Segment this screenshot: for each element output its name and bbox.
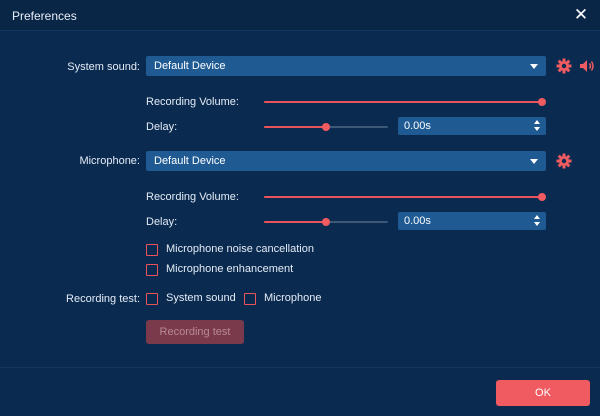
mic-recording-volume-label: Recording Volume: [146, 191, 239, 203]
slider-fill [264, 221, 326, 223]
spin-down-icon[interactable] [534, 222, 540, 226]
slider-thumb[interactable] [322, 123, 330, 131]
noise-cancellation-checkbox[interactable] [146, 243, 158, 256]
test-microphone-label: Microphone [264, 292, 322, 304]
slider-fill [264, 101, 542, 103]
noise-cancellation-label: Microphone noise cancellation [166, 243, 314, 255]
gear-icon[interactable] [556, 58, 572, 74]
close-icon[interactable]: ✕ [573, 5, 589, 24]
footer-divider [0, 367, 600, 368]
system-sound-label: System sound: [67, 61, 140, 73]
system-delay-label: Delay: [146, 121, 178, 133]
chevron-down-icon [530, 64, 538, 69]
system-delay-slider[interactable] [264, 122, 388, 132]
system-delay-spinbox[interactable]: 0.00s [398, 117, 546, 135]
slider-thumb[interactable] [538, 98, 546, 106]
system-sound-device-value: Default Device [154, 60, 226, 72]
system-delay-value: 0.00s [404, 120, 431, 132]
ok-button[interactable]: OK [496, 380, 590, 406]
speaker-icon[interactable] [579, 58, 595, 74]
recording-test-button[interactable]: Recording test [146, 320, 244, 344]
mic-delay-label: Delay: [146, 216, 178, 228]
spin-up-icon[interactable] [534, 215, 540, 219]
mic-recording-volume-slider[interactable] [264, 192, 546, 202]
test-microphone-checkbox[interactable] [244, 292, 256, 305]
microphone-label: Microphone: [79, 155, 140, 167]
mic-delay-value: 0.00s [404, 215, 431, 227]
enhancement-checkbox[interactable] [146, 263, 158, 276]
test-system-sound-option[interactable]: System sound [146, 292, 236, 306]
microphone-device-value: Default Device [154, 155, 226, 167]
slider-thumb[interactable] [538, 193, 546, 201]
slider-fill [264, 196, 542, 198]
gear-icon[interactable] [556, 153, 572, 169]
spin-down-icon[interactable] [534, 127, 540, 131]
slider-thumb[interactable] [322, 218, 330, 226]
system-recording-volume-slider[interactable] [264, 97, 546, 107]
noise-cancellation-option[interactable]: Microphone noise cancellation [146, 243, 314, 257]
test-system-sound-checkbox[interactable] [146, 292, 158, 305]
enhancement-label: Microphone enhancement [166, 263, 294, 275]
title-bar: Preferences ✕ [0, 0, 600, 31]
slider-fill [264, 126, 326, 128]
system-sound-device-select[interactable]: Default Device [146, 56, 546, 76]
test-system-sound-label: System sound [166, 292, 236, 304]
microphone-device-select[interactable]: Default Device [146, 151, 546, 171]
system-recording-volume-label: Recording Volume: [146, 96, 239, 108]
chevron-down-icon [530, 159, 538, 164]
recording-test-label: Recording test: [66, 293, 140, 305]
mic-delay-spinbox[interactable]: 0.00s [398, 212, 546, 230]
test-microphone-option[interactable]: Microphone [244, 292, 321, 306]
spin-up-icon[interactable] [534, 120, 540, 124]
mic-delay-slider[interactable] [264, 217, 388, 227]
window-title: Preferences [12, 9, 77, 23]
enhancement-option[interactable]: Microphone enhancement [146, 263, 293, 277]
